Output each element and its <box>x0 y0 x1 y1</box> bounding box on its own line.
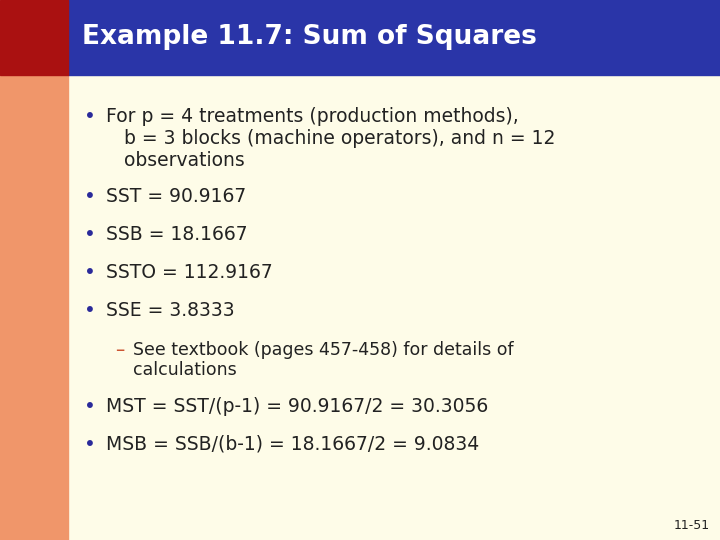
Text: See textbook (pages 457-458) for details of: See textbook (pages 457-458) for details… <box>133 341 513 359</box>
Text: •: • <box>84 187 96 206</box>
Text: –: – <box>115 341 125 360</box>
Text: •: • <box>84 107 96 126</box>
Text: MST = SST/(p-1) = 90.9167/2 = 30.3056: MST = SST/(p-1) = 90.9167/2 = 30.3056 <box>106 397 488 416</box>
Text: Example 11.7: Sum of Squares: Example 11.7: Sum of Squares <box>82 24 537 51</box>
Bar <box>0 75 68 540</box>
Text: calculations: calculations <box>133 361 237 379</box>
Text: SST = 90.9167: SST = 90.9167 <box>106 187 246 206</box>
Text: MSB = SSB/(b-1) = 18.1667/2 = 9.0834: MSB = SSB/(b-1) = 18.1667/2 = 9.0834 <box>106 435 480 454</box>
Text: For p = 4 treatments (production methods),: For p = 4 treatments (production methods… <box>106 107 518 126</box>
Text: •: • <box>84 225 96 244</box>
Text: •: • <box>84 301 96 320</box>
Text: SSE = 3.8333: SSE = 3.8333 <box>106 301 235 320</box>
Text: •: • <box>84 435 96 454</box>
Bar <box>68 75 720 540</box>
Bar <box>68 0 720 75</box>
Text: b = 3 blocks (machine operators), and n = 12: b = 3 blocks (machine operators), and n … <box>124 129 555 148</box>
Bar <box>0 0 68 75</box>
Text: •: • <box>84 263 96 282</box>
Text: 11-51: 11-51 <box>674 519 710 532</box>
Text: SSTO = 112.9167: SSTO = 112.9167 <box>106 263 273 282</box>
Text: •: • <box>84 397 96 416</box>
Text: SSB = 18.1667: SSB = 18.1667 <box>106 225 248 244</box>
Text: observations: observations <box>124 151 245 170</box>
